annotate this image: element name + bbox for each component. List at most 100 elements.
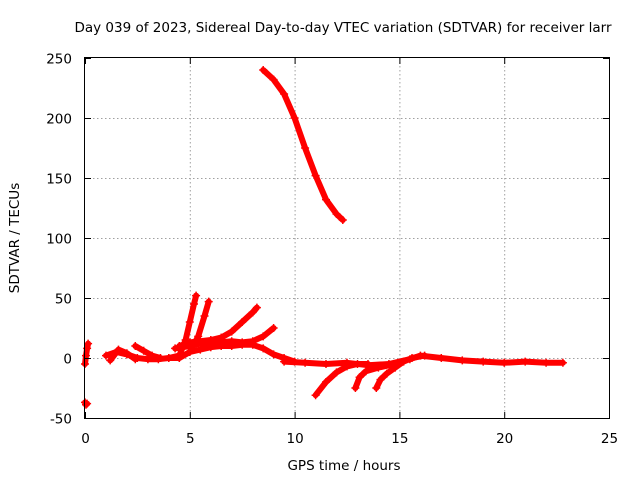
data-point [353,360,362,368]
series-line [132,343,164,361]
data-point [175,354,184,362]
data-point [269,75,278,84]
series-line [107,346,139,364]
data-point [355,373,364,382]
data-point [322,195,330,204]
data-point [558,358,567,367]
data-point [500,358,509,367]
data-point [280,90,289,98]
data-point [252,303,261,312]
x-tick-label: 5 [186,431,195,447]
data-point [332,368,341,377]
data-point [521,357,530,366]
data-point [164,354,173,362]
data-point [280,357,289,366]
x-tick-label: 15 [391,431,408,447]
data-point [196,345,205,354]
series-5 [131,342,165,362]
data-point [227,327,236,336]
y-tick-label: 250 [46,52,72,68]
data-point [351,384,360,392]
series-0 [259,66,347,224]
data-point [479,357,488,366]
data-point [399,357,408,366]
data-point [171,344,180,353]
data-point [259,332,268,341]
data-point [206,343,215,352]
data-point [372,384,381,392]
data-point [139,346,148,355]
tick-layer: 0 5 10 15 20 25 -50 0 50 100 150 200 250 [46,52,618,448]
data-point [185,348,194,356]
data-point [458,356,467,365]
data-point [259,344,268,353]
series-14 [372,351,429,392]
y-tick-label: 150 [46,172,72,188]
data-point [248,308,257,317]
data-point [332,210,341,218]
data-point [238,318,247,326]
data-point [106,356,115,365]
data-point [238,340,247,349]
data-point [102,351,110,360]
series-4 [106,345,140,365]
data-point [259,66,268,74]
data-point [217,342,226,350]
y-tick-label: 50 [55,292,72,308]
data-point [148,351,157,360]
series-line [172,325,277,352]
data-point [290,114,299,122]
y-axis-label: SDTVAR / TECUs [7,183,23,293]
y-tick-label: 100 [46,232,72,248]
data-point [338,216,347,224]
x-tick-label: 25 [601,431,618,447]
data-point [322,378,330,386]
data-point [192,291,201,300]
data-point [114,345,123,354]
data-point [437,354,446,362]
data-point [301,144,310,152]
series-line [260,67,346,223]
y-tick-label: -50 [50,412,72,428]
data-point [156,354,165,362]
data-point [382,369,391,378]
data-point [420,351,429,360]
x-tick-label: 10 [287,431,304,447]
data-point [269,350,278,359]
data-point [408,354,416,362]
y-tick-label: 200 [46,112,72,128]
series-layer [81,66,567,409]
x-tick-label: 0 [81,431,90,447]
data-point [542,358,551,367]
data-point [185,318,194,326]
plot-frame [84,57,610,419]
series-12 [311,360,372,400]
data-point [204,297,213,306]
data-point [248,340,257,349]
data-point [301,358,310,367]
data-point [84,339,93,348]
data-point [311,171,320,180]
x-axis-label: GPS time / hours [287,458,400,474]
data-point [364,360,372,368]
data-point [311,391,320,400]
data-point [131,355,140,364]
chart-title: Day 039 of 2023, Sidereal Day-to-day VTE… [74,20,612,36]
data-point [343,362,351,371]
data-point [361,367,370,376]
data-point [131,342,140,350]
data-point [269,324,278,332]
data-point [122,349,131,358]
series-1 [81,398,92,409]
series-2 [81,339,93,368]
data-point [374,363,383,372]
data-point [190,300,198,308]
data-point [391,363,400,372]
y-tick-label: 0 [63,352,72,368]
data-point [227,342,236,350]
data-point [82,400,90,409]
data-point [200,312,209,320]
data-point [376,375,385,384]
data-point [322,360,330,368]
